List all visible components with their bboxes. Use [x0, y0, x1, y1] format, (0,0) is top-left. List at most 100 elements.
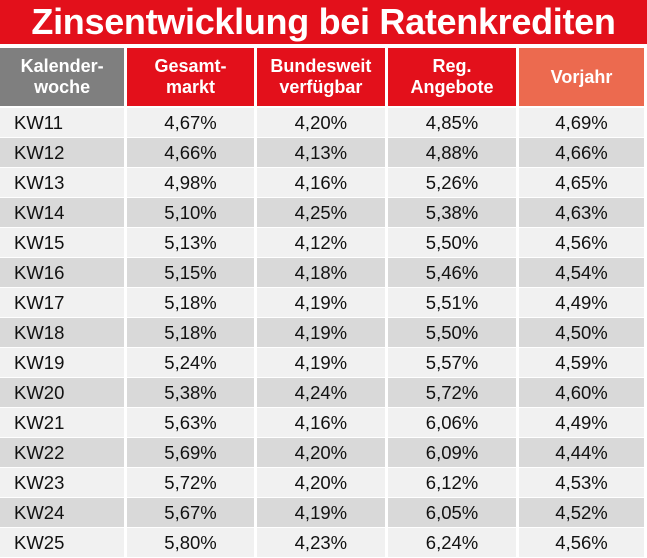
cell-kalenderwoche: KW21: [0, 408, 125, 438]
cell-gesamtmarkt: 5,10%: [127, 198, 254, 228]
cell-regionale-angebote: 5,50%: [387, 228, 517, 258]
title-gap: [0, 44, 647, 48]
cell-bundesweit: 4,23%: [256, 528, 385, 558]
cell-kalenderwoche: KW15: [0, 228, 125, 258]
cell-bundesweit: 4,25%: [256, 198, 385, 228]
cell-vorjahr: 4,60%: [519, 378, 644, 408]
cell-bundesweit: 4,20%: [256, 438, 385, 468]
table-row: KW19 5,24% 4,19% 5,57% 4,59%: [0, 348, 644, 378]
table-row: KW24 5,67% 4,19% 6,05% 4,52%: [0, 498, 644, 528]
cell-kalenderwoche: KW11: [0, 108, 125, 138]
header-bundesweit-line1: Bundesweit: [270, 56, 372, 76]
table-row: KW22 5,69% 4,20% 6,09% 4,44%: [0, 438, 644, 468]
cell-regionale-angebote: 5,26%: [387, 168, 517, 198]
cell-bundesweit: 4,20%: [256, 468, 385, 498]
table-row: KW14 5,10% 4,25% 5,38% 4,63%: [0, 198, 644, 228]
cell-gesamtmarkt: 5,67%: [127, 498, 254, 528]
cell-gesamtmarkt: 4,98%: [127, 168, 254, 198]
cell-vorjahr: 4,69%: [519, 108, 644, 138]
table-row: KW12 4,66% 4,13% 4,88% 4,66%: [0, 138, 644, 168]
cell-regionale-angebote: 6,05%: [387, 498, 517, 528]
header-kalenderwoche-line1: Kalender-: [20, 56, 104, 76]
header-regionale-angebote: Reg. Angebote: [387, 48, 517, 108]
cell-kalenderwoche: KW14: [0, 198, 125, 228]
table-row: KW15 5,13% 4,12% 5,50% 4,56%: [0, 228, 644, 258]
cell-bundesweit: 4,19%: [256, 498, 385, 528]
header-row: Kalender- woche Gesamt- markt Bundesweit…: [0, 48, 644, 108]
cell-bundesweit: 4,16%: [256, 168, 385, 198]
cell-gesamtmarkt: 5,13%: [127, 228, 254, 258]
cell-kalenderwoche: KW17: [0, 288, 125, 318]
cell-kalenderwoche: KW22: [0, 438, 125, 468]
cell-vorjahr: 4,59%: [519, 348, 644, 378]
table-row: KW16 5,15% 4,18% 5,46% 4,54%: [0, 258, 644, 288]
cell-gesamtmarkt: 5,18%: [127, 288, 254, 318]
cell-vorjahr: 4,53%: [519, 468, 644, 498]
header-gesamtmarkt-line1: Gesamt-: [154, 56, 227, 76]
cell-gesamtmarkt: 4,66%: [127, 138, 254, 168]
header-bundesweit-line2: verfügbar: [279, 77, 363, 97]
cell-kalenderwoche: KW19: [0, 348, 125, 378]
cell-regionale-angebote: 4,85%: [387, 108, 517, 138]
header-vorjahr-label: Vorjahr: [550, 66, 613, 87]
cell-gesamtmarkt: 5,18%: [127, 318, 254, 348]
cell-bundesweit: 4,12%: [256, 228, 385, 258]
cell-regionale-angebote: 6,06%: [387, 408, 517, 438]
header-bundesweit: Bundesweit verfügbar: [256, 48, 385, 108]
header-kalenderwoche: Kalender- woche: [0, 48, 125, 108]
cell-bundesweit: 4,20%: [256, 108, 385, 138]
header-regionale-angebote-line2: Angebote: [410, 77, 494, 97]
cell-vorjahr: 4,65%: [519, 168, 644, 198]
cell-kalenderwoche: KW12: [0, 138, 125, 168]
cell-vorjahr: 4,56%: [519, 528, 644, 558]
cell-vorjahr: 4,54%: [519, 258, 644, 288]
cell-vorjahr: 4,49%: [519, 288, 644, 318]
rates-table: Kalender- woche Gesamt- markt Bundesweit…: [0, 48, 647, 558]
table-row: KW11 4,67% 4,20% 4,85% 4,69%: [0, 108, 644, 138]
cell-regionale-angebote: 6,09%: [387, 438, 517, 468]
cell-bundesweit: 4,13%: [256, 138, 385, 168]
header-regionale-angebote-line1: Reg.: [432, 56, 472, 76]
page-title: Zinsentwicklung bei Ratenkrediten: [0, 0, 647, 44]
cell-kalenderwoche: KW25: [0, 528, 125, 558]
cell-bundesweit: 4,24%: [256, 378, 385, 408]
cell-regionale-angebote: 5,46%: [387, 258, 517, 288]
cell-vorjahr: 4,44%: [519, 438, 644, 468]
cell-bundesweit: 4,16%: [256, 408, 385, 438]
cell-regionale-angebote: 6,12%: [387, 468, 517, 498]
header-gesamtmarkt-line2: markt: [166, 77, 216, 97]
table-row: KW21 5,63% 4,16% 6,06% 4,49%: [0, 408, 644, 438]
cell-gesamtmarkt: 5,24%: [127, 348, 254, 378]
cell-vorjahr: 4,63%: [519, 198, 644, 228]
cell-gesamtmarkt: 5,15%: [127, 258, 254, 288]
cell-kalenderwoche: KW20: [0, 378, 125, 408]
header-kalenderwoche-line2: woche: [34, 77, 91, 97]
cell-bundesweit: 4,19%: [256, 288, 385, 318]
cell-regionale-angebote: 5,72%: [387, 378, 517, 408]
cell-bundesweit: 4,19%: [256, 348, 385, 378]
cell-regionale-angebote: 5,51%: [387, 288, 517, 318]
cell-gesamtmarkt: 5,69%: [127, 438, 254, 468]
cell-kalenderwoche: KW13: [0, 168, 125, 198]
cell-gesamtmarkt: 5,72%: [127, 468, 254, 498]
cell-regionale-angebote: 5,38%: [387, 198, 517, 228]
header-vorjahr: Vorjahr: [519, 48, 644, 108]
cell-regionale-angebote: 5,57%: [387, 348, 517, 378]
cell-kalenderwoche: KW23: [0, 468, 125, 498]
cell-gesamtmarkt: 5,80%: [127, 528, 254, 558]
table-row: KW20 5,38% 4,24% 5,72% 4,60%: [0, 378, 644, 408]
cell-gesamtmarkt: 5,63%: [127, 408, 254, 438]
cell-kalenderwoche: KW18: [0, 318, 125, 348]
cell-regionale-angebote: 4,88%: [387, 138, 517, 168]
table-body: KW11 4,67% 4,20% 4,85% 4,69% KW12 4,66% 4,13% 4,…: [0, 108, 644, 558]
cell-vorjahr: 4,56%: [519, 228, 644, 258]
cell-gesamtmarkt: 4,67%: [127, 108, 254, 138]
header-gesamtmarkt: Gesamt- markt: [127, 48, 254, 108]
cell-bundesweit: 4,18%: [256, 258, 385, 288]
cell-regionale-angebote: 6,24%: [387, 528, 517, 558]
cell-bundesweit: 4,19%: [256, 318, 385, 348]
cell-vorjahr: 4,49%: [519, 408, 644, 438]
table-row: KW25 5,80% 4,23% 6,24% 4,56%: [0, 528, 644, 558]
table-row: KW18 5,18% 4,19% 5,50% 4,50%: [0, 318, 644, 348]
cell-gesamtmarkt: 5,38%: [127, 378, 254, 408]
